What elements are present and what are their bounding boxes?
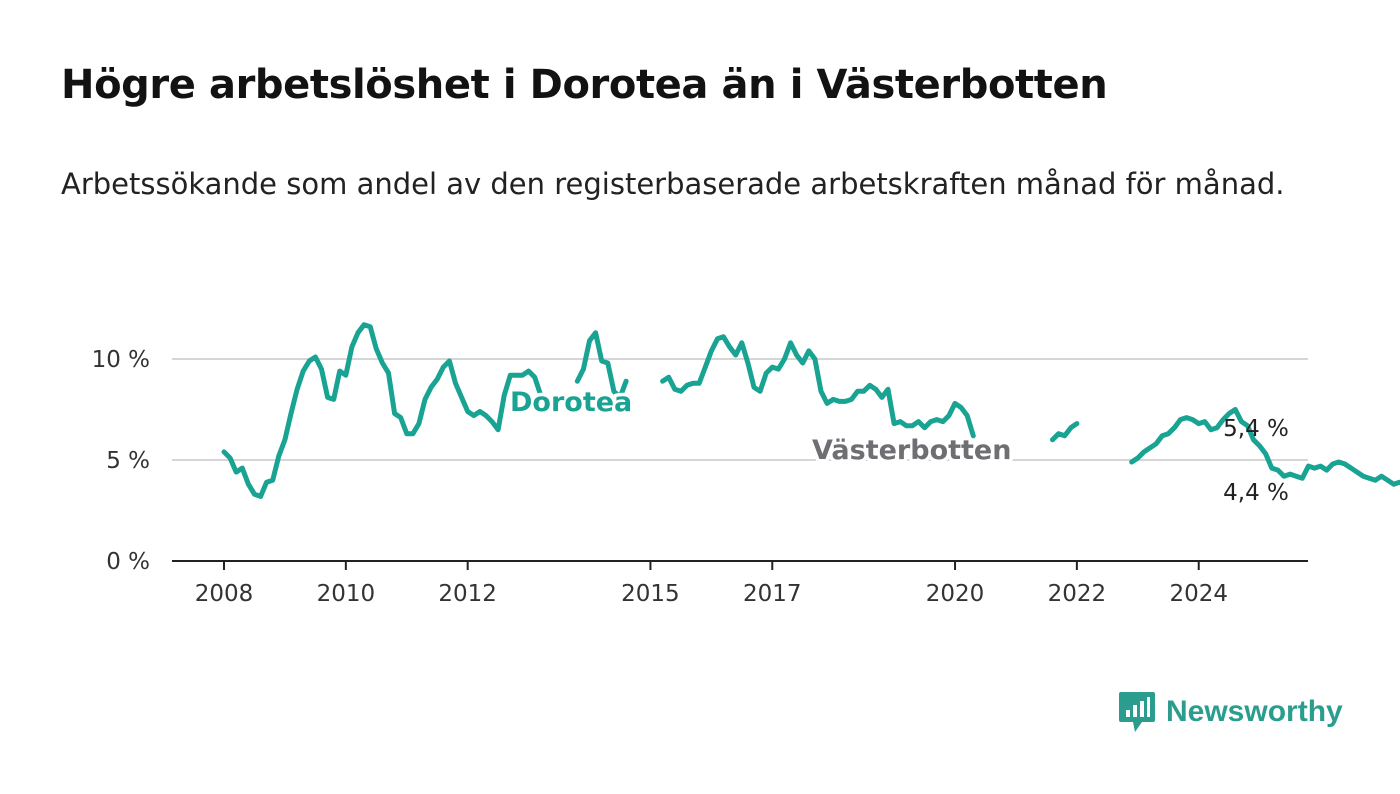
y-tick-label: 5 % xyxy=(106,448,150,474)
newsworthy-logo: Newsworthy xyxy=(1118,690,1343,734)
series-line-dorotea xyxy=(221,322,1400,499)
end-label-dorotea: 5,4 % xyxy=(1223,416,1289,442)
series-label-vasterbotten: Västerbotten xyxy=(812,435,1011,466)
chart-subtitle: Arbetssökande som andel av den registerb… xyxy=(61,167,1285,201)
chart-title: Högre arbetslöshet i Dorotea än i Väster… xyxy=(61,62,1108,108)
x-tick-label: 2008 xyxy=(195,581,254,607)
x-tick-label: 2012 xyxy=(438,581,497,607)
series-label-dorotea: Dorotea xyxy=(510,387,632,418)
x-tick-label: 2022 xyxy=(1048,581,1107,607)
x-tick-label: 2020 xyxy=(926,581,985,607)
y-tick-label: 0 % xyxy=(106,549,150,575)
x-tick-label: 2024 xyxy=(1169,581,1228,607)
newsworthy-wordmark: Newsworthy xyxy=(1166,695,1343,728)
x-tick-label: 2010 xyxy=(317,581,376,607)
newsworthy-icon xyxy=(1119,692,1155,732)
x-tick-label: 2015 xyxy=(621,581,680,607)
end-label-vasterbotten: 4,4 % xyxy=(1223,480,1289,506)
y-tick-label: 10 % xyxy=(92,347,150,373)
x-tick-label: 2017 xyxy=(743,581,802,607)
